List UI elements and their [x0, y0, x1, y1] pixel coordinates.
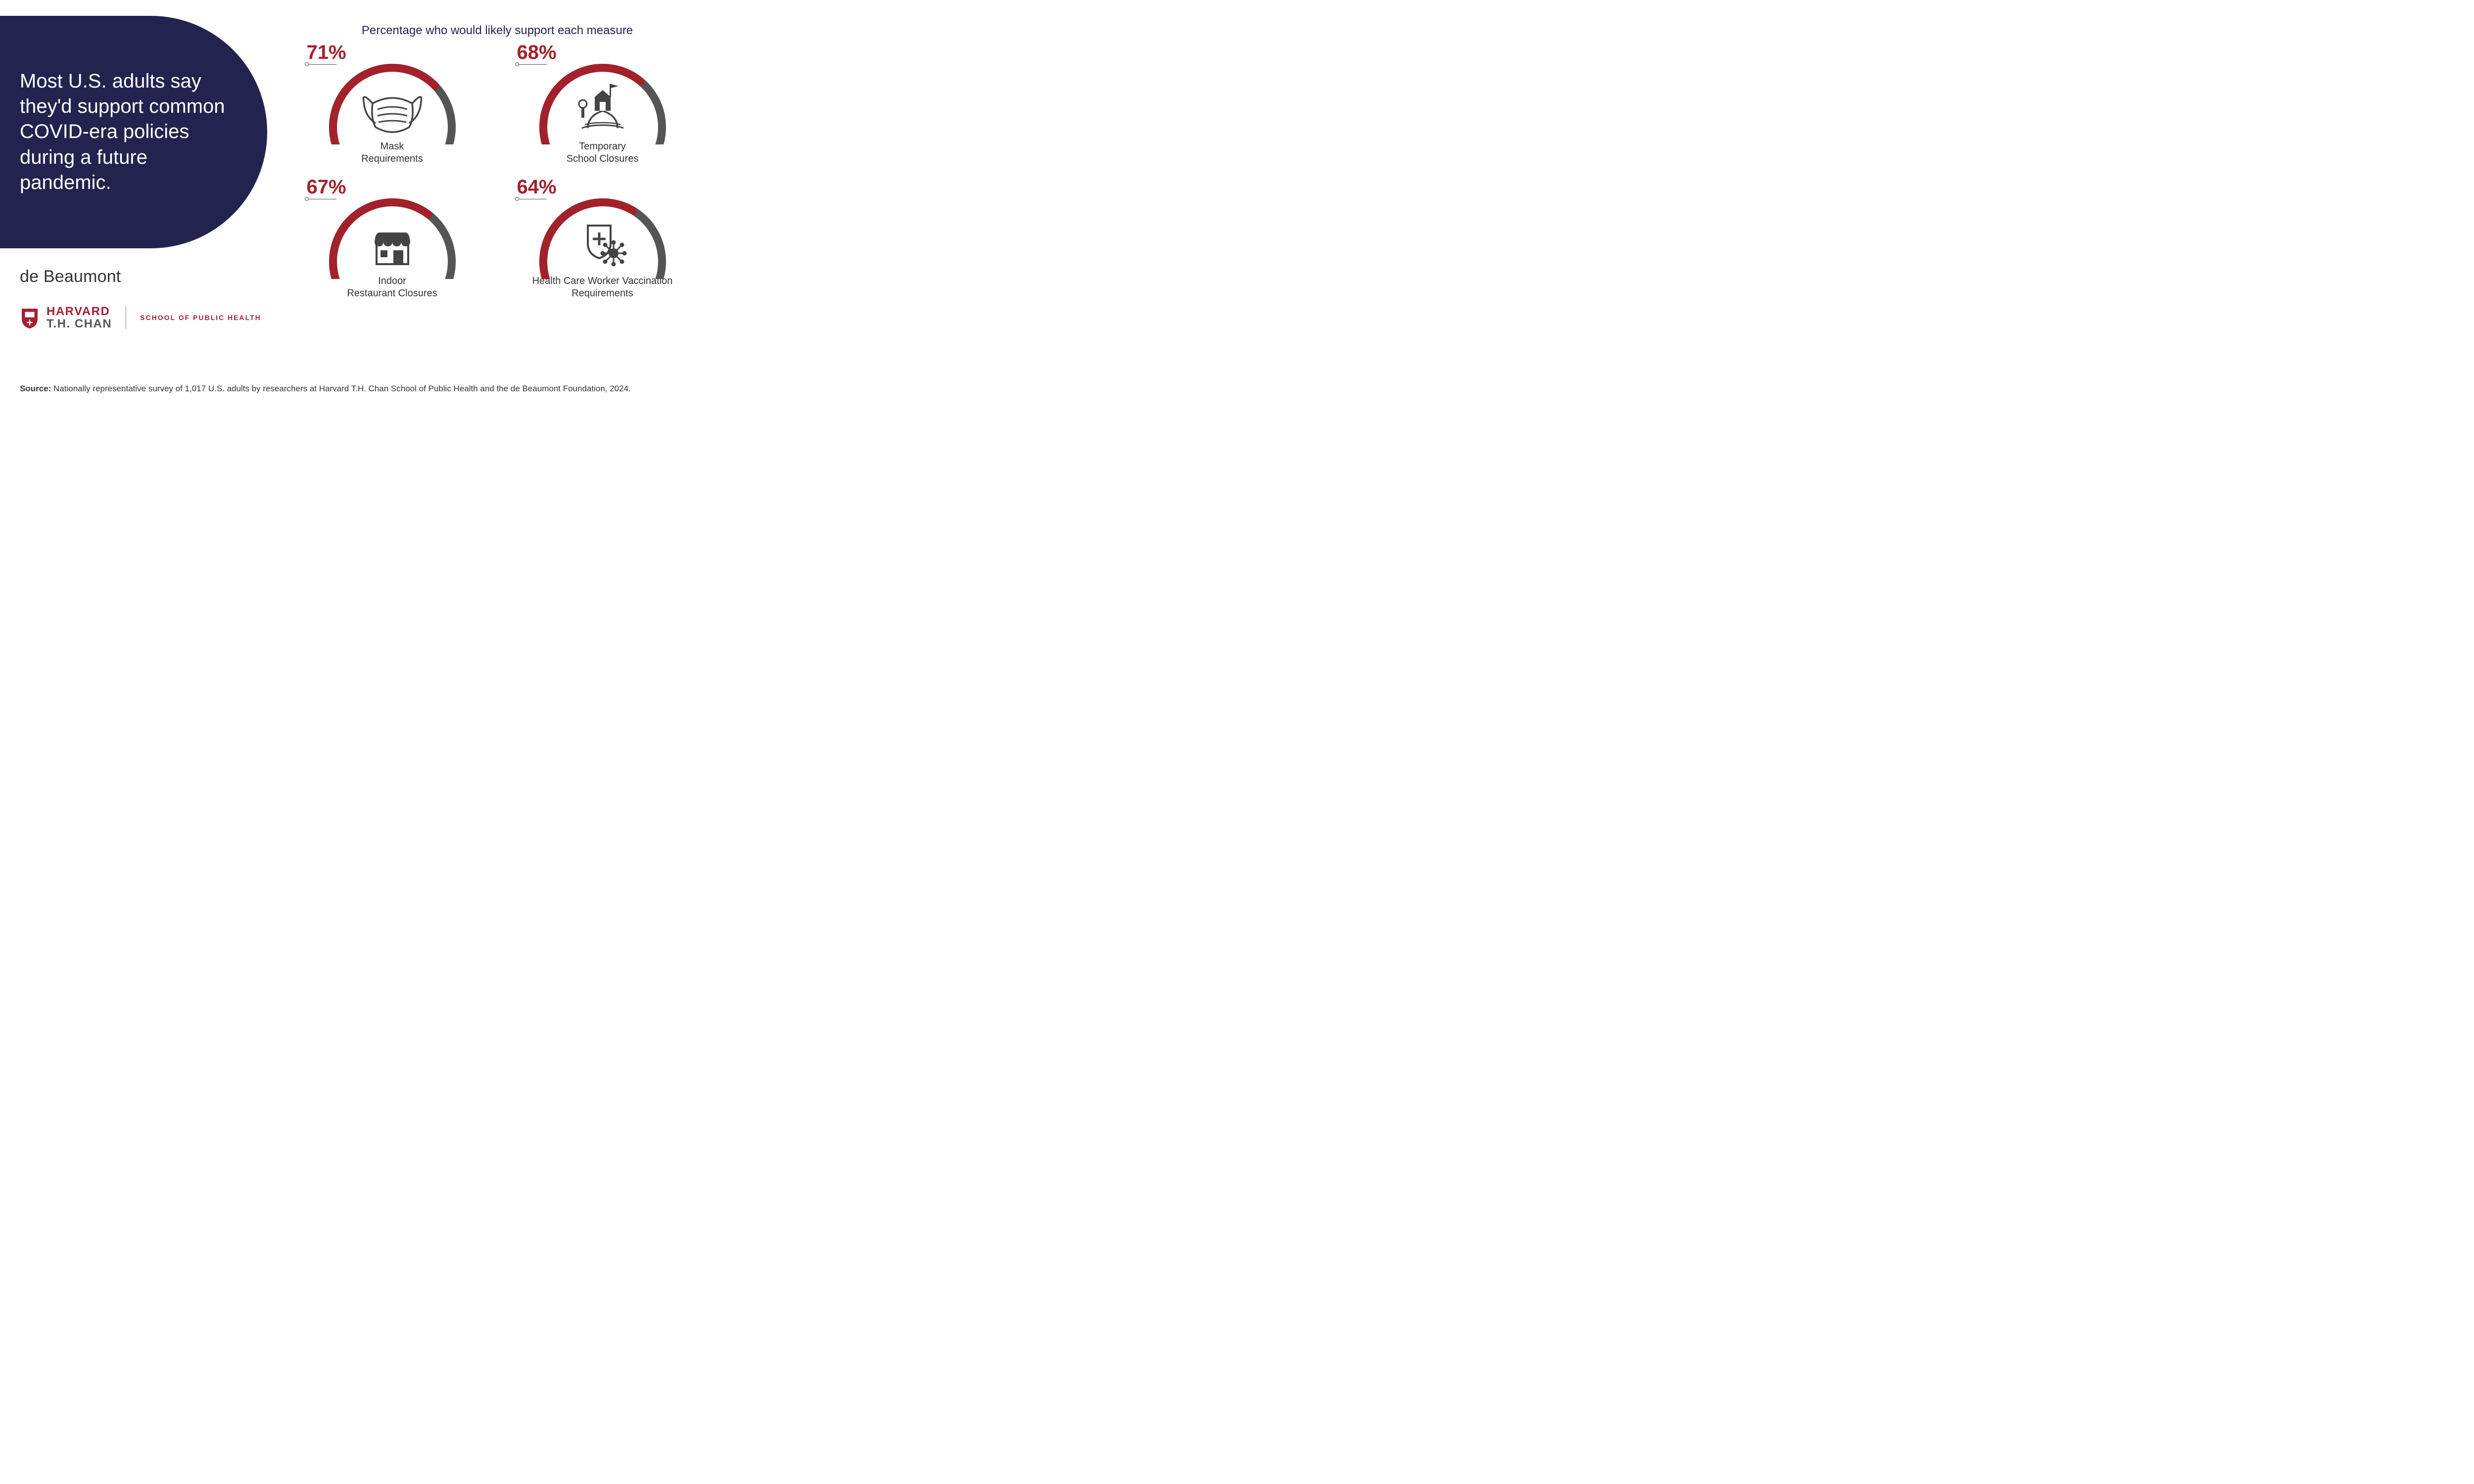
mask-icon — [358, 76, 427, 136]
gauge-leader-dot — [305, 197, 309, 201]
source-text: Nationally representative survey of 1,01… — [53, 384, 631, 393]
source-line: Source: Nationally representative survey… — [20, 384, 631, 394]
gauge-grid: 71%MaskRequirements 68%TemporarySchool Cl… — [287, 46, 708, 300]
harvard-line1: HARVARD — [47, 305, 112, 318]
gauge-card: 64%Health Care Worker VaccinationRequire… — [512, 180, 693, 300]
vaccine-icon — [568, 211, 637, 270]
gauge-card: 68%TemporarySchool Closures — [512, 46, 693, 165]
gauge-card: 71%MaskRequirements — [302, 46, 482, 165]
gauge-caption-line: Requirements — [361, 153, 423, 165]
gauge-leader-dot — [305, 62, 309, 66]
gauge-caption-line: School Closures — [567, 153, 639, 165]
harvard-crest-icon — [20, 306, 40, 329]
charts-section: Percentage who would likely support each… — [287, 24, 708, 300]
gauge-caption-line: Restaurant Closures — [347, 287, 437, 300]
harvard-logo: HARVARD T.H. CHAN SCHOOL OF PUBLIC HEALT… — [20, 305, 261, 330]
gauge-wrap: 64% — [521, 180, 684, 274]
headline-text: Most U.S. adults say they'd support comm… — [20, 69, 233, 195]
gauge-wrap: 71% — [311, 46, 474, 139]
restaurant-icon — [358, 211, 427, 270]
gauge-card: 67%IndoorRestaurant Closures — [302, 180, 482, 300]
logos-block: de Beaumont HARVARD T.H. CHAN SCHOOL OF … — [20, 267, 261, 330]
harvard-subtitle: SCHOOL OF PUBLIC HEALTH — [140, 314, 261, 322]
gauge-leader-dot — [515, 197, 519, 201]
harvard-line2: T.H. CHAN — [47, 318, 112, 330]
gauge-wrap: 68% — [521, 46, 684, 139]
source-label: Source: — [20, 384, 51, 393]
gauge-leader-dot — [515, 62, 519, 66]
gauge-caption-line: Requirements — [532, 287, 673, 300]
headline-blob: Most U.S. adults say they'd support comm… — [0, 16, 267, 248]
school-icon — [568, 76, 637, 136]
gauge-wrap: 67% — [311, 180, 474, 274]
charts-title: Percentage who would likely support each… — [287, 24, 708, 38]
harvard-wordmark: HARVARD T.H. CHAN — [47, 305, 112, 330]
debeaumont-logo: de Beaumont — [20, 267, 261, 286]
